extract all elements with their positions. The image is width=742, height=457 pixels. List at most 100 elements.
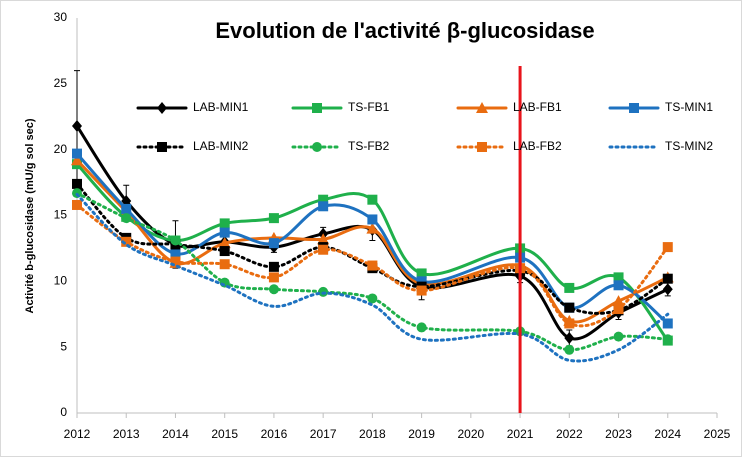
- legend-item: TS-FB2: [291, 139, 390, 153]
- marker: [317, 233, 330, 245]
- marker: [219, 218, 230, 229]
- marker: [613, 272, 624, 283]
- x-tick-label: 2013: [113, 427, 140, 441]
- marker: [72, 148, 82, 159]
- x-tick-label: 2021: [507, 427, 534, 441]
- marker: [564, 318, 575, 329]
- x-tick-label: 2023: [605, 427, 632, 441]
- marker: [564, 331, 575, 344]
- legend-item: LAB-MIN2: [136, 139, 249, 153]
- marker: [268, 261, 279, 272]
- marker: [662, 283, 673, 296]
- legend-marker: [476, 102, 488, 113]
- marker: [219, 246, 230, 257]
- legend-item: LAB-MIN1: [136, 100, 249, 114]
- legend-marker: [312, 103, 322, 113]
- x-tick-label: 2014: [162, 427, 189, 441]
- x-tick-label: 2017: [310, 427, 337, 441]
- marker: [218, 237, 231, 249]
- x-tick-label: 2019: [408, 427, 435, 441]
- marker: [662, 242, 673, 253]
- x-tick-label: 2024: [654, 427, 681, 441]
- marker: [564, 344, 575, 355]
- marker: [564, 282, 575, 293]
- legend-item: TS-MIN1: [608, 100, 713, 114]
- x-tick-label: 2016: [261, 427, 288, 441]
- x-tick-label: 2018: [359, 427, 386, 441]
- marker: [613, 280, 624, 291]
- y-axis-label: Activité b-glucosidase (mU/g sol sec): [24, 118, 36, 313]
- legend-label: LAB-MIN2: [193, 139, 249, 153]
- marker: [121, 213, 132, 224]
- marker: [612, 295, 625, 307]
- marker: [72, 119, 82, 132]
- y-tick-label: 30: [54, 10, 68, 24]
- x-tick-label: 2015: [211, 427, 238, 441]
- legend-label: TS-MIN1: [665, 100, 713, 114]
- marker: [564, 302, 575, 313]
- marker: [268, 213, 279, 224]
- chart-title: Evolution de l'activité β-glucosidase: [215, 18, 594, 43]
- marker: [416, 268, 427, 279]
- y-tick-label: 25: [54, 76, 68, 90]
- legend-label: TS-FB2: [348, 139, 390, 153]
- marker: [367, 214, 378, 225]
- marker: [170, 256, 181, 267]
- marker: [318, 194, 329, 205]
- marker: [662, 318, 673, 329]
- marker: [268, 238, 279, 249]
- y-tick-label: 10: [54, 274, 68, 288]
- marker: [121, 236, 132, 247]
- series: [72, 188, 673, 355]
- marker: [416, 285, 427, 296]
- marker: [613, 331, 624, 342]
- y-tick-label: 5: [60, 339, 67, 353]
- marker: [268, 272, 279, 283]
- marker: [170, 235, 181, 246]
- legend-marker: [629, 103, 639, 113]
- series: [75, 192, 670, 363]
- marker: [367, 194, 378, 205]
- legend-label: LAB-FB2: [513, 139, 562, 153]
- legend-label: LAB-FB1: [513, 100, 562, 114]
- series: [72, 199, 673, 329]
- marker: [416, 322, 427, 333]
- marker: [219, 227, 230, 238]
- x-tick-label: 2025: [704, 427, 731, 441]
- marker: [318, 201, 329, 212]
- legend-label: LAB-MIN1: [193, 100, 249, 114]
- legend-item: TS-MIN2: [608, 139, 713, 153]
- marker: [416, 276, 427, 287]
- legend-item: LAB-FB2: [456, 139, 562, 153]
- x-tick-label: 2012: [64, 427, 91, 441]
- marker: [219, 259, 230, 270]
- y-tick-label: 20: [54, 142, 68, 156]
- x-tick-label: 2022: [556, 427, 583, 441]
- y-tick-label: 0: [60, 405, 67, 419]
- marker: [662, 334, 673, 345]
- x-tick-label: 2020: [457, 427, 484, 441]
- legend-label: TS-MIN2: [665, 139, 713, 153]
- marker: [268, 284, 279, 295]
- y-tick-label: 15: [54, 208, 68, 222]
- marker: [662, 273, 673, 284]
- marker: [121, 203, 132, 214]
- series-line: [75, 192, 670, 363]
- marker: [318, 244, 329, 255]
- marker: [613, 303, 624, 314]
- marker: [366, 222, 379, 234]
- marker: [72, 178, 82, 189]
- marker: [367, 260, 378, 271]
- legend-marker: [157, 102, 167, 114]
- legend-marker: [157, 142, 167, 152]
- legend-label: TS-FB1: [348, 100, 390, 114]
- marker: [367, 293, 378, 304]
- legend-item: TS-FB1: [291, 100, 390, 114]
- legend-item: LAB-FB1: [456, 100, 562, 114]
- marker: [71, 154, 83, 166]
- marker: [170, 248, 181, 259]
- legend-marker: [312, 142, 322, 152]
- marker: [72, 199, 82, 210]
- legend-marker: [477, 142, 487, 152]
